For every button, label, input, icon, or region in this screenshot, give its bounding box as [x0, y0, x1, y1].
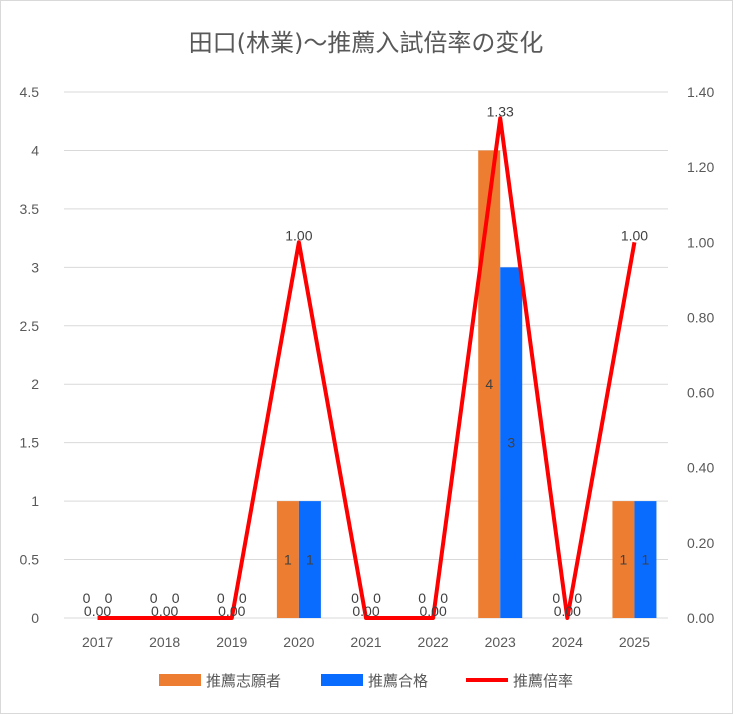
legend-label: 推薦志願者 [206, 672, 281, 690]
bar-value-label: 0 [172, 590, 180, 606]
x-axis-tick-label: 2021 [350, 634, 381, 650]
bar-value-label: 0 [217, 590, 225, 606]
x-axis-tick-label: 2024 [552, 634, 583, 650]
right-axis-tick-label: 0.40 [687, 460, 714, 476]
left-axis-tick-label: 3 [31, 259, 39, 275]
bar [478, 150, 501, 618]
legend-swatch [321, 674, 363, 686]
chart-title: 田口(林業)〜推薦入試倍率の変化 [189, 29, 544, 57]
bar-value-label: 0 [83, 590, 91, 606]
x-axis-tick-label: 2022 [418, 634, 449, 650]
line-value-label: 1.33 [487, 103, 514, 119]
line-value-label: 0.00 [151, 603, 178, 619]
x-axis-tick-label: 2018 [149, 634, 180, 650]
bar-value-label: 4 [485, 376, 493, 392]
bar [612, 501, 635, 618]
line-value-label: 0.00 [419, 603, 446, 619]
line-value-label: 0.00 [218, 603, 245, 619]
line-series [97, 116, 637, 620]
x-axis-ticks: 2017 2018 2019 2020 2021 2022 2023 2024 2025 [82, 634, 650, 650]
bar-value-label: 0 [105, 590, 113, 606]
gridlines [64, 91, 668, 619]
line-value-label: 0.00 [554, 603, 581, 619]
left-axis-tick-label: 2 [31, 376, 39, 392]
x-axis-tick-label: 2019 [216, 634, 247, 650]
left-axis-tick-label: 0 [31, 610, 39, 626]
right-axis-tick-label: 0.00 [687, 610, 714, 626]
bar [298, 501, 321, 618]
right-axis-tick-label: 0.20 [687, 535, 714, 551]
right-axis-tick-label: 1.20 [687, 159, 714, 175]
bar-value-label: 0 [150, 590, 158, 606]
bar-series [276, 150, 657, 618]
line-value-label: 0.00 [84, 603, 111, 619]
left-axis-tick-label: 2.5 [20, 318, 40, 334]
right-axis-ticks: 0.00 0.20 0.40 0.60 0.80 1.00 1.20 1.40 [687, 84, 714, 626]
x-axis-tick-label: 2023 [485, 634, 516, 650]
bar-value-label: 0 [440, 590, 448, 606]
line-value-label: 1.00 [285, 227, 312, 243]
left-axis-tick-label: 1 [31, 493, 39, 509]
left-axis-tick-label: 4 [31, 142, 39, 158]
bar-value-label: 0 [239, 590, 247, 606]
right-axis-tick-label: 0.80 [687, 309, 714, 325]
left-axis-tick-label: 4.5 [20, 84, 40, 100]
right-axis-tick-label: 1.00 [687, 234, 714, 250]
left-axis-tick-label: 3.5 [20, 201, 40, 217]
bar-value-label: 0 [552, 590, 560, 606]
bar [276, 501, 299, 618]
ratio-line [97, 116, 637, 620]
bar-value-label: 3 [507, 435, 515, 451]
bar-value-label: 0 [351, 590, 359, 606]
bar-value-label: 0 [418, 590, 426, 606]
bar-value-label: 0 [574, 590, 582, 606]
left-axis-ticks: 0 0.5 1 1.5 2 2.5 3 3.5 4 4.5 [20, 84, 40, 626]
bar [634, 501, 657, 618]
bar-value-label: 1 [284, 552, 292, 568]
left-axis-tick-label: 1.5 [20, 435, 40, 451]
x-axis-tick-label: 2017 [82, 634, 113, 650]
bar-value-label: 1 [620, 552, 628, 568]
legend-label: 推薦合格 [368, 672, 428, 690]
line-value-label: 0.00 [352, 603, 379, 619]
line-value-label: 1.00 [621, 227, 648, 243]
bar [500, 267, 523, 618]
bar-value-label: 1 [642, 552, 650, 568]
x-axis-tick-label: 2020 [283, 634, 314, 650]
left-axis-tick-label: 0.5 [20, 552, 40, 568]
legend-swatch [159, 674, 201, 686]
legend-label: 推薦倍率 [513, 672, 573, 690]
x-axis-tick-label: 2025 [619, 634, 650, 650]
legend: 推薦志願者 推薦合格 推薦倍率 [159, 672, 573, 690]
bar-value-label: 1 [306, 552, 314, 568]
right-axis-tick-label: 0.60 [687, 385, 714, 401]
bar-value-label: 0 [373, 590, 381, 606]
right-axis-tick-label: 1.40 [687, 84, 714, 100]
